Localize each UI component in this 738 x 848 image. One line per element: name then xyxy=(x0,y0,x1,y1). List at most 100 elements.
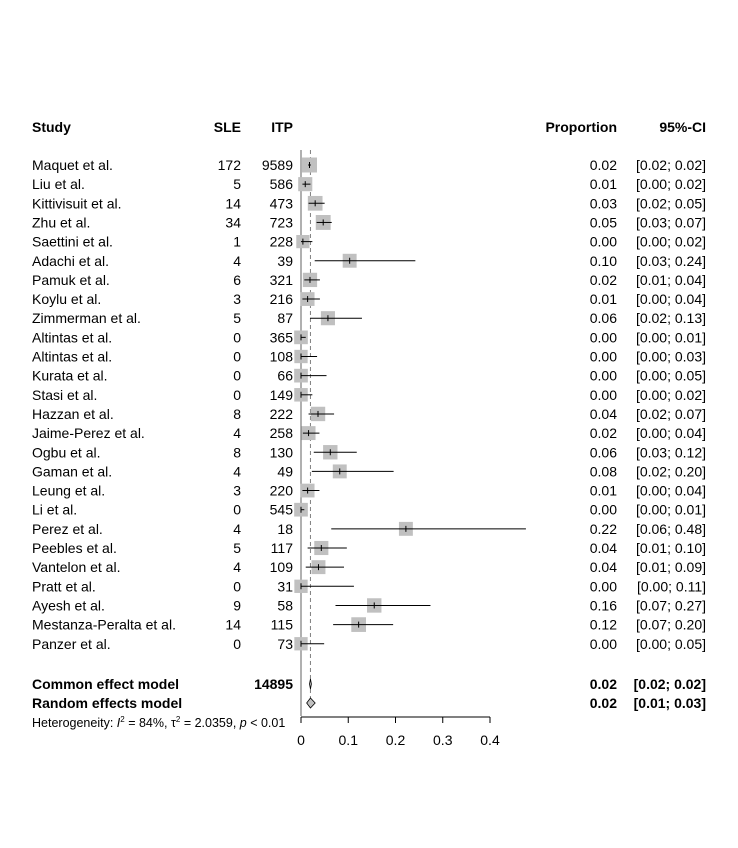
study-ci: [0.02; 0.07] xyxy=(636,406,706,422)
study-name: Ogbu et al. xyxy=(32,444,101,460)
study-row: Koylu et al. 3 216 0.01 [0.00; 0.04] xyxy=(32,291,706,307)
study-name: Maquet et al. xyxy=(32,157,113,173)
random-effects-ci: [0.01; 0.03] xyxy=(634,695,706,711)
study-proportion: 0.06 xyxy=(590,444,617,460)
study-sle-count: 14 xyxy=(225,617,241,633)
study-sle-count: 14 xyxy=(225,195,241,211)
study-name: Vantelon et al. xyxy=(32,559,120,575)
study-sle-count: 4 xyxy=(233,463,241,479)
study-ci: [0.00; 0.01] xyxy=(636,329,706,345)
study-ci: [0.00; 0.03] xyxy=(636,349,706,365)
study-sle-count: 3 xyxy=(233,291,241,307)
study-name: Ayesh et al. xyxy=(32,597,105,613)
study-ci: [0.00; 0.02] xyxy=(636,176,706,192)
study-sle-count: 4 xyxy=(233,559,241,575)
study-sle-count: 3 xyxy=(233,483,241,499)
study-row: Kurata et al. 0 66 0.00 [0.00; 0.05] xyxy=(32,368,706,384)
study-itp-count: 109 xyxy=(270,559,294,575)
p-value: < 0.01 xyxy=(247,716,286,730)
study-sle-count: 34 xyxy=(225,214,241,230)
study-row: Jaime-Perez et al. 4 258 0.02 [0.00; 0.04] xyxy=(32,425,706,441)
heterogeneity-text: Heterogeneity: I2 = 84%, τ2 = 2.0359, p … xyxy=(32,715,285,730)
study-itp-count: 220 xyxy=(270,483,294,499)
study-itp-count: 87 xyxy=(277,310,293,326)
study-row: Pratt et al. 0 31 0.00 [0.00; 0.11] xyxy=(32,578,706,594)
study-row: Gaman et al. 4 49 0.08 [0.02; 0.20] xyxy=(32,463,706,479)
study-sle-count: 8 xyxy=(233,406,241,422)
study-sle-count: 0 xyxy=(233,636,241,652)
study-proportion: 0.06 xyxy=(590,310,617,326)
study-ci: [0.02; 0.05] xyxy=(636,195,706,211)
study-ci: [0.01; 0.10] xyxy=(636,540,706,556)
study-proportion: 0.00 xyxy=(590,578,617,594)
tau-symbol: τ xyxy=(171,716,176,730)
study-name: Kittivisuit et al. xyxy=(32,195,121,211)
study-itp-count: 473 xyxy=(270,195,294,211)
header-proportion: Proportion xyxy=(545,119,617,135)
common-effect-row: Common effect model 14895 0.02 [0.02; 0.… xyxy=(32,676,706,692)
study-row: Ogbu et al. 8 130 0.06 [0.03; 0.12] xyxy=(32,444,706,460)
common-effect-diamond xyxy=(309,678,312,690)
study-proportion: 0.00 xyxy=(590,329,617,345)
study-ci: [0.07; 0.20] xyxy=(636,617,706,633)
study-ci: [0.00; 0.01] xyxy=(636,502,706,518)
common-effect-ci: [0.02; 0.02] xyxy=(634,676,706,692)
study-ci: [0.00; 0.04] xyxy=(636,425,706,441)
study-row: Zhu et al. 34 723 0.05 [0.03; 0.07] xyxy=(32,214,706,230)
study-row: Leung et al. 3 220 0.01 [0.00; 0.04] xyxy=(32,483,706,499)
study-row: Altintas et al. 0 108 0.00 [0.00; 0.03] xyxy=(32,349,706,365)
study-row: Saettini et al. 1 228 0.00 [0.00; 0.02] xyxy=(32,234,706,250)
study-ci: [0.03; 0.12] xyxy=(636,444,706,460)
study-ci: [0.02; 0.13] xyxy=(636,310,706,326)
study-rows: Maquet et al. 172 9589 0.02 [0.02; 0.02] Liu … xyxy=(32,157,706,652)
x-axis: 0 0.1 0.2 0.3 0.4 xyxy=(297,716,500,748)
study-name: Mestanza-Peralta et al. xyxy=(32,617,176,633)
study-proportion: 0.01 xyxy=(590,291,617,307)
study-itp-count: 58 xyxy=(277,597,293,613)
study-proportion: 0.10 xyxy=(590,253,617,269)
study-row: Liu et al. 5 586 0.01 [0.00; 0.02] xyxy=(32,176,706,192)
study-proportion: 0.00 xyxy=(590,368,617,384)
study-name: Pamuk et al. xyxy=(32,272,110,288)
study-itp-count: 586 xyxy=(270,176,294,192)
common-effect-itp-total: 14895 xyxy=(254,676,293,692)
study-sle-count: 0 xyxy=(233,578,241,594)
study-row: Zimmerman et al. 5 87 0.06 [0.02; 0.13] xyxy=(32,310,706,326)
study-itp-count: 18 xyxy=(277,521,293,537)
study-itp-count: 117 xyxy=(271,540,294,556)
study-name: Perez et al. xyxy=(32,521,103,537)
study-sle-count: 8 xyxy=(233,444,241,460)
random-effects-proportion: 0.02 xyxy=(590,695,617,711)
study-sle-count: 5 xyxy=(233,176,241,192)
study-proportion: 0.00 xyxy=(590,636,617,652)
header-row: Study SLE ITP Proportion 95%-CI xyxy=(32,119,706,135)
study-name: Altintas et al. xyxy=(32,349,112,365)
study-sle-count: 0 xyxy=(233,387,241,403)
study-ci: [0.01; 0.09] xyxy=(636,559,706,575)
study-sle-count: 0 xyxy=(233,502,241,518)
common-effect-proportion: 0.02 xyxy=(590,676,617,692)
study-itp-count: 365 xyxy=(270,329,294,345)
study-row: Vantelon et al. 4 109 0.04 [0.01; 0.09] xyxy=(32,559,706,575)
study-ci: [0.02; 0.20] xyxy=(636,463,706,479)
study-name: Stasi et al. xyxy=(32,387,97,403)
study-proportion: 0.01 xyxy=(590,483,617,499)
study-name: Pratt et al. xyxy=(32,578,96,594)
header-sle: SLE xyxy=(214,119,241,135)
study-proportion: 0.16 xyxy=(590,597,617,613)
study-proportion: 0.02 xyxy=(590,272,617,288)
study-row: Maquet et al. 172 9589 0.02 [0.02; 0.02] xyxy=(32,157,706,173)
study-name: Kurata et al. xyxy=(32,368,108,384)
study-sle-count: 4 xyxy=(233,425,241,441)
study-name: Peebles et al. xyxy=(32,540,117,556)
study-name: Altintas et al. xyxy=(32,329,112,345)
study-name: Leung et al. xyxy=(32,483,105,499)
study-name: Gaman et al. xyxy=(32,463,112,479)
study-proportion: 0.08 xyxy=(590,463,617,479)
study-proportion: 0.01 xyxy=(590,176,617,192)
study-name: Koylu et al. xyxy=(32,291,101,307)
study-sle-count: 0 xyxy=(233,329,241,345)
study-proportion: 0.04 xyxy=(590,559,617,575)
study-itp-count: 115 xyxy=(271,617,294,633)
